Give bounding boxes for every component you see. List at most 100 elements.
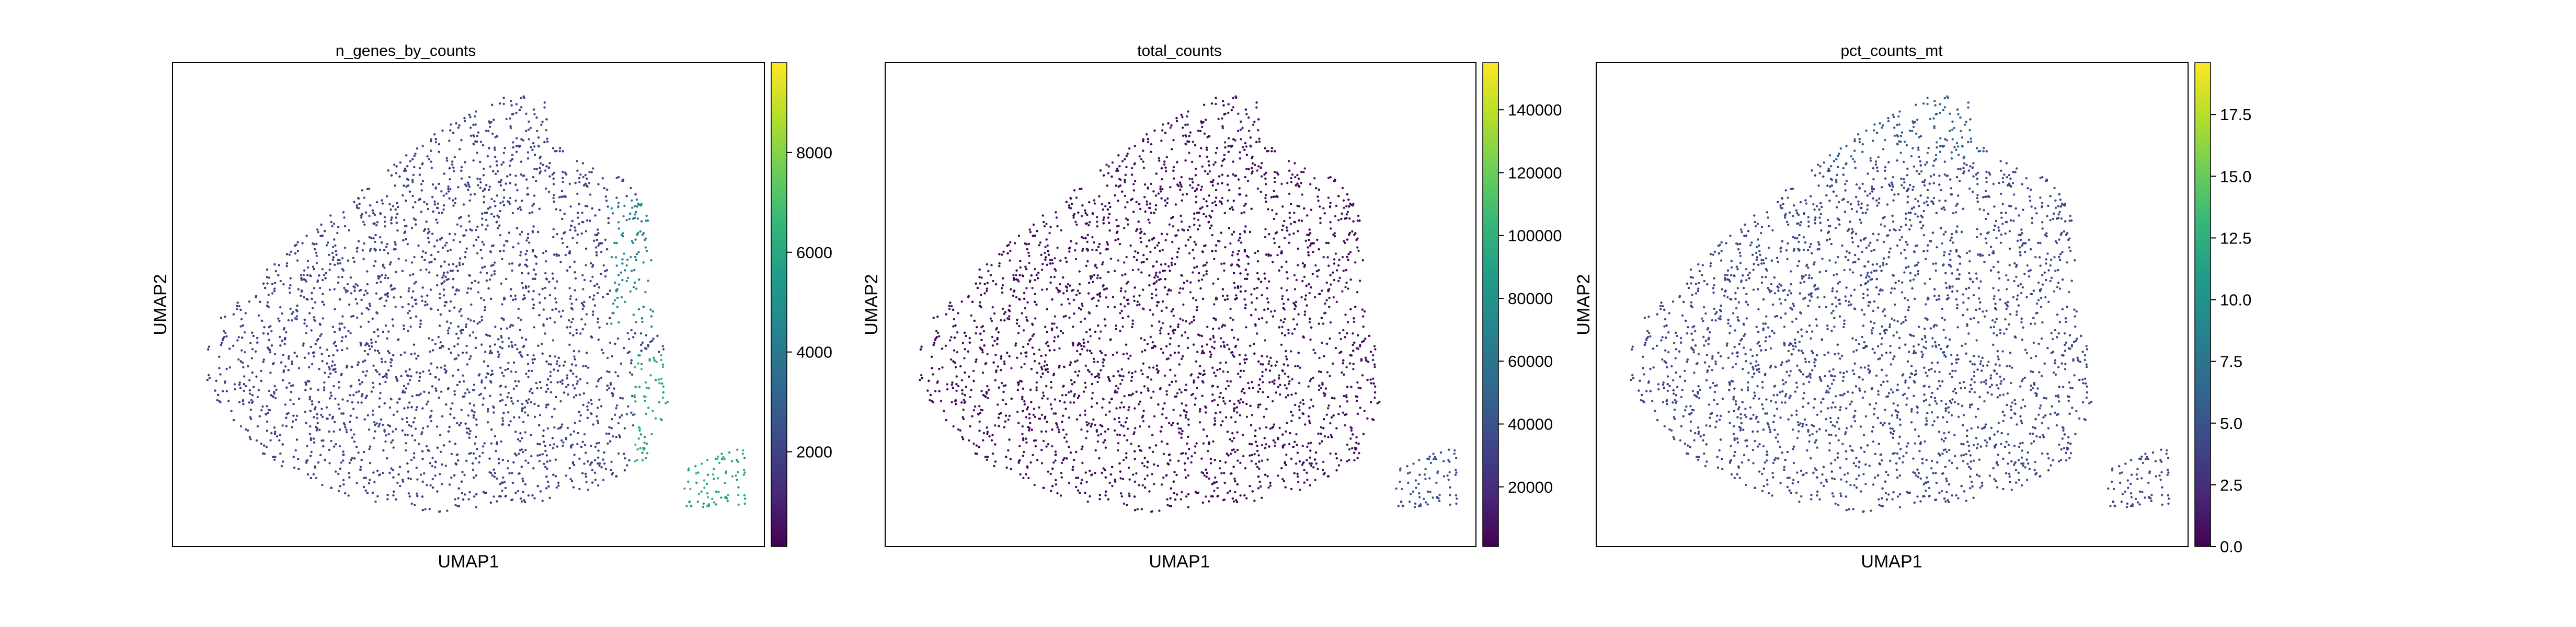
scatter-point: [1242, 401, 1244, 403]
scatter-point: [442, 274, 445, 277]
scatter-point: [249, 409, 253, 411]
scatter-point: [322, 317, 324, 320]
scatter-point: [396, 213, 398, 215]
scatter-point: [486, 410, 489, 413]
scatter-point: [452, 239, 455, 241]
scatter-point: [948, 308, 951, 310]
scatter-point: [1077, 211, 1080, 214]
scatter-point: [1080, 308, 1082, 311]
scatter-point: [367, 414, 369, 417]
scatter-point: [1257, 406, 1260, 409]
scatter-point: [525, 399, 528, 402]
scatter-point: [396, 202, 398, 204]
scatter-point: [490, 264, 493, 267]
scatter-point: [302, 274, 305, 276]
scatter-point: [370, 390, 373, 393]
scatter-point: [533, 113, 536, 115]
scatter-point: [569, 478, 572, 481]
scatter-point: [572, 334, 575, 336]
scatter-point: [578, 457, 581, 460]
scatter-point: [288, 287, 291, 289]
scatter-point: [569, 332, 571, 334]
scatter-point: [483, 201, 485, 204]
scatter-point: [1117, 238, 1119, 241]
scatter-point: [245, 385, 247, 388]
scatter-point: [591, 275, 594, 278]
scatter-point: [938, 390, 941, 392]
scatter-point: [586, 416, 589, 419]
scatter-point: [338, 322, 341, 325]
scatter-point: [741, 452, 744, 455]
scatter-point: [499, 202, 502, 204]
scatter-point: [442, 288, 445, 291]
scatter-point: [384, 276, 386, 280]
scatter-point: [400, 375, 403, 378]
scatter-point: [394, 208, 397, 211]
scatter-point: [542, 251, 545, 254]
scatter-point: [1232, 200, 1235, 202]
scatter-point: [318, 428, 321, 431]
scatter-point: [331, 258, 335, 261]
scatter-point: [360, 395, 363, 398]
scatter-point: [517, 438, 519, 441]
scatter-point: [1044, 360, 1046, 363]
scatter-point: [597, 232, 600, 235]
scatter-point: [499, 483, 501, 485]
scatter-point: [1157, 465, 1160, 467]
scatter-point: [456, 453, 459, 456]
scatter-point: [1329, 321, 1332, 324]
scatter-point: [1164, 170, 1167, 172]
scatter-point: [639, 332, 643, 335]
scatter-point: [482, 403, 484, 406]
scatter-point: [313, 268, 315, 271]
scatter-point: [449, 300, 452, 303]
scatter-point: [617, 422, 620, 425]
scatter-point: [1292, 318, 1295, 321]
scatter-point: [378, 397, 381, 400]
scatter-point: [384, 324, 387, 327]
scatter-point: [544, 272, 547, 274]
scatter-point: [1166, 202, 1169, 204]
scatter-point: [499, 400, 502, 402]
scatter-point: [460, 409, 463, 411]
scatter-point: [413, 256, 416, 259]
scatter-point: [574, 277, 577, 280]
scatter-point: [544, 445, 547, 447]
scatter-point: [562, 181, 564, 183]
scatter-point: [616, 297, 619, 299]
scatter-point: [1198, 410, 1201, 413]
scatter-point: [1059, 330, 1062, 332]
scatter-point: [482, 451, 484, 454]
scatter-point: [1149, 308, 1152, 311]
scatter-point: [317, 388, 319, 391]
scatter-point: [438, 378, 440, 381]
scatter-point: [1301, 445, 1304, 447]
scatter-point: [1186, 115, 1188, 118]
scatter-point: [390, 441, 393, 444]
scatter-point: [549, 363, 553, 366]
scatter-point: [619, 436, 622, 438]
scatter-point: [1273, 379, 1276, 382]
scatter-point: [292, 456, 295, 458]
scatter-point: [556, 233, 558, 236]
scatter-point: [576, 212, 579, 214]
scatter-point: [528, 212, 531, 215]
scatter-point: [695, 472, 697, 475]
scatter-point: [377, 277, 380, 280]
scatter-point: [393, 296, 395, 299]
scatter-point: [575, 375, 578, 378]
scatter-point: [1187, 418, 1190, 421]
scatter-point: [448, 425, 451, 428]
scatter-point: [1052, 412, 1055, 415]
scatter-point: [533, 154, 536, 156]
scatter-point: [335, 443, 337, 446]
scatter-point: [364, 289, 367, 292]
scatter-point: [434, 387, 437, 390]
scatter-point: [579, 173, 582, 176]
scatter-point: [491, 474, 494, 477]
scatter-point: [568, 319, 570, 322]
scatter-point: [1165, 393, 1168, 396]
scatter-point: [434, 138, 437, 141]
scatter-point: [557, 481, 560, 484]
scatter-point: [284, 365, 287, 368]
